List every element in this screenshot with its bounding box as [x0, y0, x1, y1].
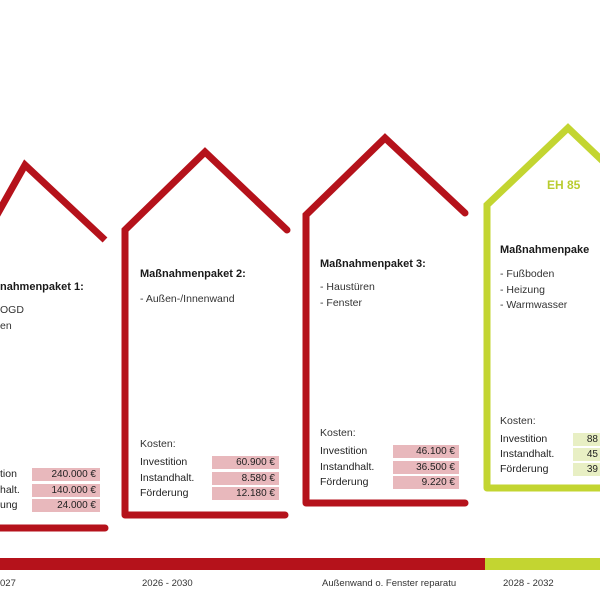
package-4-cost-value-1: 88: [573, 433, 600, 446]
package-1-cost-value-3: 24.000 €: [32, 499, 100, 512]
package-4-title: Maßnahmenpake: [500, 244, 590, 256]
house-2-outline: [121, 147, 291, 519]
timeline-label-4: 2028 - 2032: [503, 578, 554, 589]
package-4-cost-value-3: 39: [573, 463, 600, 476]
package-1-cost-value-2: 140.000 €: [32, 484, 100, 497]
package-3-cost-value-2: 36.500 €: [393, 461, 459, 474]
package-1-cost-label-1: tion: [0, 468, 17, 480]
timeline-label-3: Außenwand o. Fenster reparatu: [322, 578, 457, 589]
timeline-label-1: 027: [0, 578, 16, 589]
package-2-cost-label-2: Instandhalt.: [140, 472, 195, 484]
package-4-item-3: - Warmwasser: [500, 299, 568, 311]
package-2-cost-value-1: 60.900 €: [212, 456, 279, 469]
package-2-title: Maßnahmenpaket 2:: [140, 268, 246, 280]
package-4-cost-label-1: Investition: [500, 433, 548, 445]
package-4-cost-value-2: 45: [573, 448, 600, 461]
package-1-cost-label-2: halt.: [0, 484, 20, 496]
package-4-item-2: - Heizung: [500, 284, 545, 296]
timeline-bar-red: [0, 558, 485, 570]
package-3-item-2: - Fenster: [320, 297, 363, 309]
package-3-cost-value-1: 46.100 €: [393, 445, 459, 458]
package-3-cost-label-1: Investition: [320, 445, 368, 457]
package-2-cost-value-2: 8.580 €: [212, 472, 279, 485]
package-1-item-1: OGD: [0, 304, 24, 316]
package-3-cost-label-2: Instandhalt.: [320, 461, 375, 473]
package-3-cost-value-3: 9.220 €: [393, 476, 459, 489]
package-4-item-1: - Fußboden: [500, 268, 555, 280]
package-3-item-1: - Haustüren: [320, 281, 375, 293]
timeline-label-2: 2026 - 2030: [142, 578, 193, 589]
package-3-kosten-label: Kosten:: [320, 427, 356, 439]
package-1-cost-value-1: 240.000 €: [32, 468, 100, 481]
package-4-kosten-label: Kosten:: [500, 415, 536, 427]
package-2-kosten-label: Kosten:: [140, 438, 176, 450]
package-2-cost-label-1: Investition: [140, 456, 188, 468]
package-4-cost-label-2: Instandhalt.: [500, 448, 555, 460]
package-4-cost-label-3: Förderung: [500, 463, 549, 475]
timeline-bar-green: [485, 558, 600, 570]
package-1-cost-label-3: ung: [0, 499, 18, 511]
package-3-title: Maßnahmenpaket 3:: [320, 258, 426, 270]
house-4-outline: [483, 123, 600, 492]
house-3-outline: [302, 133, 469, 507]
package-1-item-2: en: [0, 320, 12, 332]
package-3-cost-label-3: Förderung: [320, 476, 369, 488]
package-2-cost-value-3: 12.180 €: [212, 487, 279, 500]
package-4-badge: EH 85: [547, 178, 581, 192]
package-2-cost-label-3: Förderung: [140, 487, 189, 499]
package-2-item-1: - Außen-/Innenwand: [140, 293, 235, 305]
package-1-title: nahmenpaket 1:: [0, 281, 84, 293]
house-1-outline: [0, 159, 108, 243]
